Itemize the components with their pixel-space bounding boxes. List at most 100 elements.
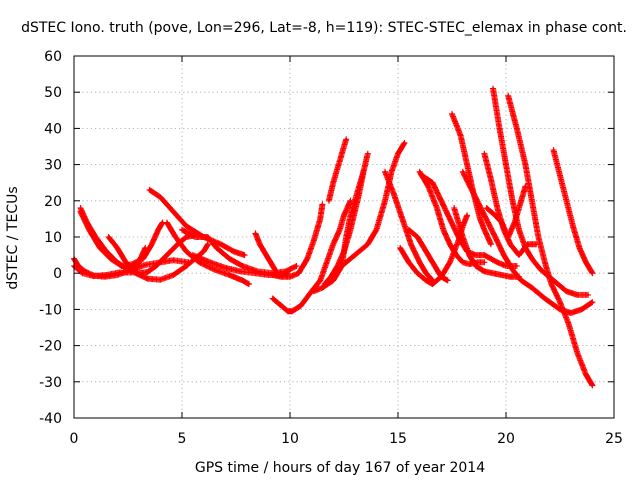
data-point xyxy=(105,273,108,277)
data-point xyxy=(424,250,428,253)
data-point xyxy=(440,199,443,202)
x-axis-label: GPS time / hours of day 167 of year 2014 xyxy=(195,460,485,476)
data-point xyxy=(509,243,512,246)
data-point xyxy=(319,217,322,221)
data-point xyxy=(312,239,315,242)
data-point xyxy=(452,206,456,210)
data-point xyxy=(357,250,361,253)
data-point xyxy=(383,199,387,202)
data-point xyxy=(591,272,594,275)
data-point xyxy=(327,199,331,202)
data-point xyxy=(511,268,514,271)
data-point xyxy=(504,163,508,166)
data-point xyxy=(336,264,339,268)
data-point xyxy=(81,272,84,275)
data-point xyxy=(431,282,434,286)
data-point xyxy=(403,141,406,145)
data-point xyxy=(219,243,223,246)
data-point xyxy=(306,257,309,260)
data-point xyxy=(450,112,454,116)
data-arc xyxy=(416,168,488,268)
y-tick-label: 50 xyxy=(44,85,62,101)
data-point xyxy=(213,268,216,271)
data-point xyxy=(344,138,348,141)
data-point-markers xyxy=(269,201,326,280)
data-point xyxy=(448,243,452,246)
data-point xyxy=(267,273,270,277)
data-point xyxy=(465,163,469,166)
data-point xyxy=(409,243,413,246)
data-point xyxy=(494,235,497,239)
data-point xyxy=(506,235,510,239)
data-point xyxy=(349,214,352,217)
data-point xyxy=(416,235,419,239)
data-point xyxy=(321,286,324,289)
data-point xyxy=(375,228,378,231)
data-point xyxy=(185,264,188,268)
data-point xyxy=(232,250,236,253)
data-point xyxy=(185,235,188,239)
data-point xyxy=(539,268,542,271)
data-point xyxy=(215,246,218,250)
data-point xyxy=(530,199,534,202)
data-point xyxy=(295,264,298,268)
data-point xyxy=(144,246,147,250)
data-point xyxy=(550,282,553,286)
data-point xyxy=(332,243,335,246)
data-point xyxy=(265,253,268,257)
data-point xyxy=(552,148,555,152)
data-point xyxy=(517,253,521,257)
data-point xyxy=(254,232,257,235)
data-point xyxy=(504,264,508,268)
data-point xyxy=(530,257,534,260)
data-point xyxy=(483,261,486,264)
data-point xyxy=(558,174,562,177)
data-point xyxy=(165,221,169,224)
data-point xyxy=(517,206,521,210)
data-arc xyxy=(325,136,350,204)
data-arc xyxy=(505,92,596,389)
data-point xyxy=(191,253,194,257)
data-point xyxy=(120,264,123,268)
data-point xyxy=(591,384,594,387)
y-tick-label: 10 xyxy=(44,230,62,246)
data-point xyxy=(461,170,464,174)
data-point xyxy=(172,210,175,213)
data-point xyxy=(319,279,322,282)
data-point xyxy=(157,228,160,231)
data-point xyxy=(468,262,471,266)
data-point xyxy=(392,192,395,195)
data-arc xyxy=(163,219,252,288)
data-point xyxy=(571,224,575,228)
data-point xyxy=(185,250,188,253)
data-point xyxy=(332,279,335,282)
data-point xyxy=(418,170,421,174)
data-point xyxy=(576,293,579,297)
data-point xyxy=(133,268,136,271)
data-point xyxy=(165,253,169,257)
data-point xyxy=(524,163,527,166)
data-point xyxy=(537,235,540,239)
data-point-markers xyxy=(550,147,596,277)
data-point xyxy=(461,235,464,239)
data-point xyxy=(329,275,333,279)
data-point xyxy=(396,152,400,155)
data-point xyxy=(349,199,352,202)
data-point xyxy=(243,253,246,257)
data-point xyxy=(366,152,369,155)
data-point xyxy=(578,246,581,250)
data-point xyxy=(448,217,452,221)
data-point xyxy=(286,310,290,313)
data-point xyxy=(202,250,205,253)
y-tick-label: -20 xyxy=(39,339,62,355)
data-point xyxy=(424,279,428,282)
data-point xyxy=(159,195,162,199)
data-point xyxy=(565,290,568,293)
data-point xyxy=(517,228,521,231)
data-point xyxy=(271,297,274,300)
data-point xyxy=(325,261,328,264)
data-point xyxy=(390,170,393,174)
data-point xyxy=(586,293,590,297)
data-point xyxy=(154,264,158,268)
